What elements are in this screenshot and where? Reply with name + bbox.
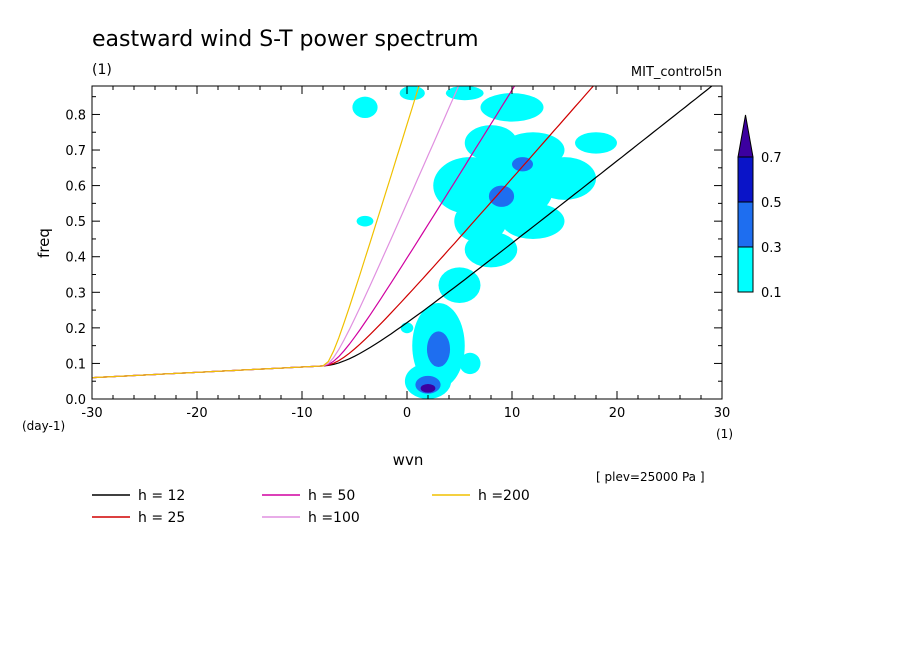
contour-region	[501, 203, 565, 239]
plot-frame	[91, 85, 723, 400]
contour-region	[426, 331, 451, 367]
axes: -30 -20 -10 0 10 20 30 0.0 0.1 0.2 0.3 0.4 0.5 0.6 0.7…	[65, 85, 731, 421]
chart-title: eastward wind S-T power spectrum	[92, 27, 479, 52]
colorbar-segment	[737, 201, 754, 248]
colorbar-segment	[737, 246, 754, 293]
contour-region	[464, 231, 518, 268]
contour-region	[488, 185, 515, 207]
legend-label: h = 50	[308, 488, 355, 504]
x-unit-label: (1)	[716, 427, 733, 441]
contour-region	[438, 267, 481, 303]
footnote: [ plev=25000 Pa ]	[596, 470, 705, 484]
y-unit-label: (day-1)	[22, 419, 65, 433]
legend: h = 12 h = 25 h = 50 h =100 h =200	[92, 488, 530, 526]
contour-region	[459, 352, 481, 375]
x-tick-label: 20	[609, 406, 626, 421]
contour-region	[352, 96, 378, 119]
y-tick-label: 0.6	[65, 180, 86, 195]
y-tick-label: 0.7	[65, 144, 86, 159]
dispersion-curve	[92, 86, 420, 379]
contour-region	[454, 199, 507, 243]
contour-region	[512, 157, 533, 172]
x-tick-label: -20	[186, 406, 207, 421]
contour-region	[356, 215, 374, 227]
y-tick-label: 0.4	[65, 251, 86, 266]
colorbar-label: 0.3	[761, 241, 782, 256]
contour-region	[533, 157, 596, 200]
y-tick-label: 0.3	[65, 286, 86, 301]
contour-region	[575, 132, 617, 154]
legend-label: h =200	[478, 488, 530, 504]
contour-region	[420, 384, 436, 393]
x-tick-label: 0	[403, 406, 411, 421]
plot-area	[92, 86, 713, 399]
x-tick-label: 30	[714, 406, 731, 421]
contour-region	[445, 86, 484, 101]
colorbar-label: 0.7	[761, 151, 782, 166]
x-tick-label: 10	[504, 406, 521, 421]
y-tick-label: 0.1	[65, 357, 86, 372]
contour-region	[480, 93, 544, 122]
y-tick-label: 0.0	[65, 393, 86, 408]
x-tick-label: -30	[81, 406, 102, 421]
contour-region	[400, 322, 414, 334]
legend-label: h = 12	[138, 488, 185, 504]
legend-label: h =100	[308, 510, 360, 526]
colorbar-segment	[737, 156, 754, 203]
contour-region	[399, 86, 425, 101]
x-axis-label: wvn	[393, 451, 424, 469]
y-axis-label: freq	[35, 228, 53, 258]
y-tick-label: 0.5	[65, 215, 86, 230]
colorbar-label: 0.5	[761, 196, 782, 211]
chart-subtitle-left: (1)	[92, 62, 112, 78]
colorbar-arrow	[737, 114, 754, 158]
legend-label: h = 25	[138, 510, 185, 526]
chart-subtitle-right: MIT_control5n	[631, 65, 722, 80]
colorbar: 0.1 0.3 0.5 0.7	[737, 114, 782, 301]
x-tick-label: -10	[291, 406, 312, 421]
y-tick-label: 0.8	[65, 108, 86, 123]
y-tick-label: 0.2	[65, 322, 86, 337]
colorbar-label: 0.1	[761, 286, 782, 301]
